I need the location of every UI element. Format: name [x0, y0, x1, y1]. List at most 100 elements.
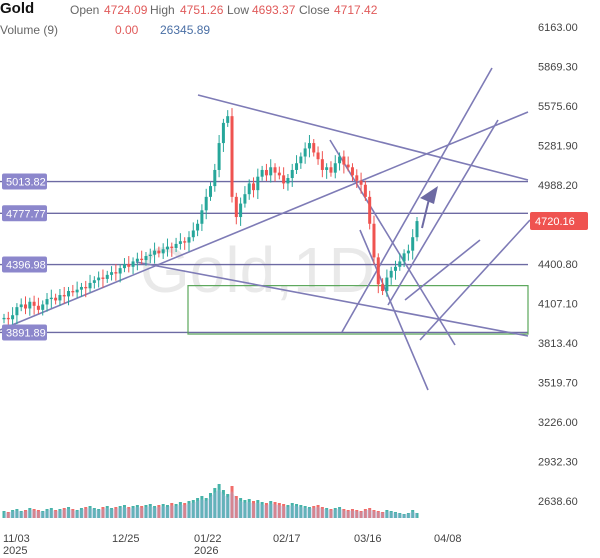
- x-tick-label: 02/17: [273, 533, 301, 545]
- candle-body: [264, 169, 268, 176]
- volume-bar: [105, 506, 109, 518]
- y-tick-label: 6163.00: [538, 22, 578, 34]
- candle-body: [213, 169, 217, 187]
- volume-bar: [15, 509, 19, 518]
- y-tick-label: 2932.30: [538, 457, 578, 469]
- volume-bar: [217, 484, 221, 518]
- symbol-name: Gold: [0, 0, 35, 17]
- candle-body: [346, 164, 350, 168]
- trend-line: [387, 119, 499, 306]
- candle-body: [153, 250, 157, 255]
- candle-body: [226, 116, 230, 123]
- volume-bar: [338, 507, 342, 518]
- y-tick-label: 3519.70: [538, 378, 578, 390]
- y-tick-label: 5281.90: [538, 141, 578, 153]
- candle-body: [303, 148, 307, 157]
- candle-body: [71, 291, 75, 293]
- high-label: High: [150, 3, 175, 17]
- volume-value: 0.00: [115, 23, 139, 37]
- candle-body: [157, 250, 161, 254]
- volume-bar: [342, 509, 346, 518]
- close-label: Close: [299, 3, 330, 17]
- y-tick-label: 4988.20: [538, 180, 578, 192]
- volume-bar: [230, 486, 234, 518]
- candle-body: [329, 167, 333, 173]
- volume-bar: [346, 510, 350, 518]
- volume-bar: [101, 507, 105, 518]
- volume-bar: [252, 501, 256, 518]
- volume-bar: [350, 509, 354, 518]
- volume-bar: [67, 507, 71, 518]
- x-tick-label: 11/03: [3, 533, 30, 545]
- volume-label: Volume (9): [0, 23, 59, 37]
- volume-bar: [36, 510, 40, 518]
- x-tick-label: 03/16: [354, 533, 382, 545]
- volume-bar: [226, 494, 230, 518]
- volume-bar: [243, 500, 247, 518]
- x-tick-label: 12/25: [112, 533, 140, 545]
- candle-body: [316, 152, 320, 160]
- volume-bar: [97, 509, 101, 518]
- candle-body: [88, 282, 92, 289]
- volume-bar: [260, 502, 264, 518]
- volume-bar: [264, 503, 268, 518]
- candle-body: [41, 304, 45, 310]
- volume-bar: [127, 507, 131, 518]
- volume-bar: [49, 508, 53, 518]
- candle-body: [135, 258, 139, 262]
- price-level-badge: [2, 324, 47, 341]
- candle-body: [260, 169, 264, 177]
- volume-bar: [161, 504, 165, 518]
- candle-body: [165, 246, 169, 250]
- candle-body: [402, 253, 406, 262]
- volume-bar: [329, 509, 333, 518]
- candle-body: [118, 268, 122, 274]
- volume-bar: [92, 508, 96, 518]
- volume-bar: [316, 505, 320, 518]
- candle-body: [174, 243, 178, 248]
- x-tick-sublabel: 2026: [194, 545, 218, 557]
- candle-body: [84, 286, 88, 289]
- volume-bar: [286, 505, 290, 518]
- candle-body: [415, 221, 419, 238]
- volume-bar: [333, 508, 337, 518]
- price-level-text: 3891.89: [6, 327, 46, 339]
- candle-body: [234, 196, 238, 218]
- volume-bar: [183, 503, 187, 518]
- volume-bar: [140, 506, 144, 518]
- candle-body: [320, 159, 324, 170]
- candle-body: [252, 183, 256, 191]
- candle-body: [355, 175, 359, 181]
- volume-bar: [359, 511, 363, 518]
- candle-body: [338, 156, 342, 164]
- candle-body: [295, 163, 299, 170]
- volume-bar: [131, 506, 135, 518]
- volume-bar: [295, 504, 299, 518]
- volume-bar: [389, 511, 393, 518]
- candle-body: [15, 307, 19, 316]
- y-tick-label: 4400.80: [538, 259, 578, 271]
- candle-body: [148, 254, 152, 257]
- y-tick-label: 5869.30: [538, 62, 578, 74]
- volume-bar: [28, 508, 32, 518]
- volume-bar: [84, 507, 88, 518]
- candle-body: [110, 272, 114, 275]
- candle-body: [269, 167, 273, 176]
- candle-body: [363, 184, 367, 197]
- volume-bar: [290, 503, 294, 518]
- volume-bar: [363, 509, 367, 518]
- price-level-text: 5013.82: [6, 177, 46, 189]
- volume-bar: [148, 504, 152, 518]
- volume-bar: [256, 500, 260, 518]
- candle-body: [239, 203, 243, 218]
- candle-body: [11, 315, 15, 320]
- volume-bar: [402, 514, 406, 518]
- candle-body: [247, 183, 251, 195]
- candle-body: [122, 264, 126, 269]
- candle-body: [144, 256, 148, 261]
- volume-bar: [269, 501, 273, 518]
- volume-bar: [118, 506, 122, 518]
- volume-bar: [234, 496, 238, 518]
